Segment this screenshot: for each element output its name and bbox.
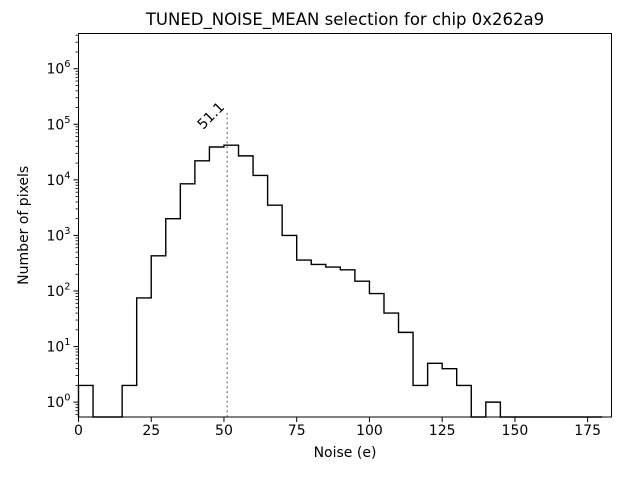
y-tick-label: 102 [46, 281, 70, 300]
x-tick-label: 0 [74, 423, 83, 439]
x-tick-label: 50 [215, 423, 233, 439]
y-axis-label: Number of pixels [16, 166, 32, 285]
chart-title: TUNED_NOISE_MEAN selection for chip 0x26… [145, 10, 544, 30]
y-tick-label: 103 [46, 226, 70, 245]
x-axis-label: Noise (e) [314, 445, 377, 461]
x-tick-label: 75 [288, 423, 306, 439]
y-tick-label: 104 [46, 170, 70, 189]
y-tick-label: 105 [46, 115, 70, 134]
x-tick-label: 100 [356, 423, 383, 439]
plot-area: 0 25 50 75 100 125 150 175 100 101 102 103 104 105 106 [46, 33, 612, 439]
x-tick-label: 175 [574, 423, 601, 439]
x-tick-label: 150 [502, 423, 529, 439]
x-tick-label: 25 [142, 423, 160, 439]
y-tick-label: 101 [46, 337, 70, 356]
threshold-label: 51.1 [195, 99, 228, 132]
plot-border [78, 33, 612, 418]
y-tick-label: 106 [46, 59, 70, 78]
histogram-step-line [77, 144, 603, 418]
y-tick-label: 100 [46, 393, 70, 412]
x-tick-label: 125 [429, 423, 456, 439]
